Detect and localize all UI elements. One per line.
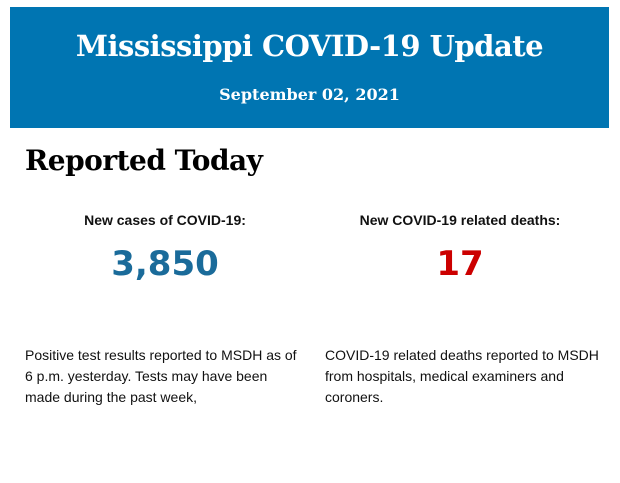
new-cases-panel: New cases of COVID-19: 3,850 bbox=[20, 212, 310, 284]
cases-description: Positive test results reported to MSDH a… bbox=[25, 347, 297, 405]
header-banner: Mississippi COVID-19 Update September 02… bbox=[10, 7, 609, 128]
report-date: September 02, 2021 bbox=[219, 85, 400, 104]
new-deaths-label: New COVID-19 related deaths: bbox=[359, 212, 561, 228]
deaths-description: COVID-19 related deaths reported to MSDH… bbox=[325, 347, 599, 405]
page-title: Mississippi COVID-19 Update bbox=[75, 29, 544, 63]
new-cases-label: New cases of COVID-19: bbox=[84, 212, 246, 228]
section-heading: Reported Today bbox=[25, 144, 263, 177]
new-deaths-panel: New COVID-19 related deaths: 17 bbox=[315, 212, 605, 284]
new-deaths-value: 17 bbox=[436, 244, 484, 284]
new-cases-value: 3,850 bbox=[111, 244, 219, 284]
